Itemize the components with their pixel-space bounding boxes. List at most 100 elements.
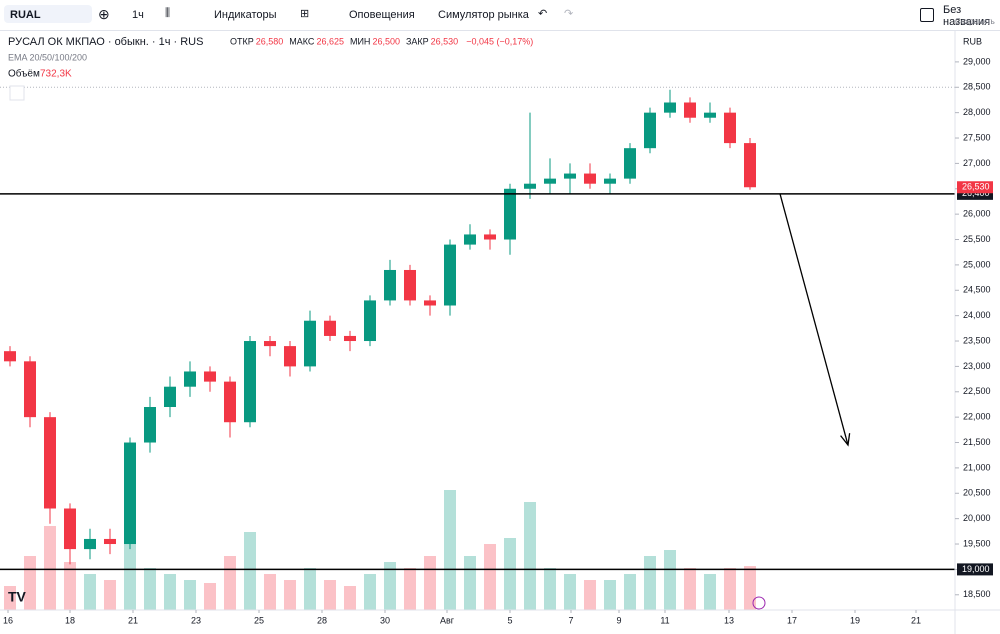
candle-body: [664, 102, 676, 113]
volume-bar: [584, 580, 596, 610]
candle-body: [524, 183, 536, 189]
volume-bar: [384, 562, 396, 610]
volume-value: 732,3K: [40, 69, 72, 80]
collapse-button[interactable]: [9, 85, 25, 101]
volume-bar: [344, 586, 356, 610]
layout-name[interactable]: Без названия: [943, 4, 991, 28]
symbol-box[interactable]: [4, 5, 92, 23]
price-axis: [955, 31, 1000, 634]
y-tick-label: 26,000: [963, 209, 991, 219]
candle-body: [344, 335, 356, 342]
x-tick-label: 17: [787, 615, 797, 625]
volume-bar: [604, 580, 616, 610]
symbol[interactable]: RUAL: [10, 9, 41, 21]
y-tick-label: 28,000: [963, 107, 991, 117]
volume-bar: [104, 580, 116, 610]
add-symbol[interactable]: ⊕: [98, 6, 110, 22]
templates[interactable]: ⊞: [300, 8, 310, 20]
volume-bar: [684, 568, 696, 610]
candle-body: [284, 346, 296, 367]
redo[interactable]: ↷: [564, 8, 574, 20]
candle-body: [224, 381, 236, 423]
x-tick-label: 9: [616, 615, 621, 625]
candle-body: [684, 102, 696, 118]
ohlc-label: ОТКР: [230, 36, 254, 46]
x-tick-label: Авг: [440, 615, 455, 625]
last-price-bg: [957, 181, 993, 194]
volume-label: Объём: [8, 68, 40, 80]
ohlc-value: −0,045 (−0,17%): [466, 36, 533, 46]
x-tick-label: 30: [380, 615, 390, 625]
candle-body: [264, 341, 276, 347]
ohlc-value: 26,625: [316, 36, 344, 46]
chart-type[interactable]: ⫼: [165, 7, 171, 19]
x-tick-label: 25: [254, 615, 264, 625]
x-tick-label: 23: [191, 615, 201, 625]
last-price-label: 26,530: [962, 182, 990, 192]
candle-body: [124, 442, 136, 545]
volume-bar: [744, 566, 756, 610]
y-tick-label: 24,500: [963, 285, 991, 295]
indicator: EMA 20/50/100/200: [8, 52, 87, 62]
volume-bar: [164, 574, 176, 610]
y-tick-label: 25,500: [963, 234, 991, 244]
x-tick-label: 21: [911, 615, 921, 625]
candle-body: [644, 112, 656, 149]
y-tick-label: 20,000: [963, 513, 991, 523]
event-icon[interactable]: [752, 596, 766, 610]
indicators[interactable]: Индикаторы: [214, 9, 277, 21]
x-tick-label: 28: [317, 615, 327, 625]
volume-bar: [404, 568, 416, 610]
arrow-line: [779, 193, 849, 446]
alerts[interactable]: Оповещения: [349, 9, 415, 21]
candle-body: [724, 112, 736, 144]
volume-bar: [84, 574, 96, 610]
x-tick-label: 13: [724, 615, 734, 625]
interval[interactable]: 1ч: [132, 9, 144, 21]
volume-bar: [444, 490, 456, 610]
candle-body: [104, 538, 116, 545]
ohlc-value: 26,500: [372, 36, 400, 46]
candle-body: [204, 371, 216, 382]
volume-bar: [224, 556, 236, 610]
candle-body: [24, 361, 36, 418]
price-label-bg: [957, 563, 993, 576]
ohlc-label: МАКС: [289, 36, 315, 46]
volume-bar: [484, 544, 496, 610]
volume-bar: [204, 583, 216, 610]
undo[interactable]: ↶: [538, 8, 548, 20]
ohlc-label: ЗАКР: [406, 36, 429, 46]
replay[interactable]: Симулятор рынка: [438, 9, 529, 21]
y-tick-label: 21,000: [963, 462, 991, 472]
chart-title: РУСАЛ ОК МКПАО · обыкн. · 1ч · RUS: [8, 36, 203, 48]
candle-body: [584, 173, 596, 184]
x-tick-label: 19: [850, 615, 860, 625]
y-tick-label: 22,500: [963, 386, 991, 396]
checkbox[interactable]: [920, 8, 934, 22]
candle-body: [464, 234, 476, 245]
arrow-head: [840, 433, 851, 447]
candle-body: [444, 244, 456, 306]
save[interactable]: Сохранить: [955, 17, 995, 26]
candle-body: [564, 173, 576, 179]
volume-bar: [364, 574, 376, 610]
y-tick-label: 24,000: [963, 310, 991, 320]
x-tick-label: 7: [568, 615, 573, 625]
y-tick-label: 21,500: [963, 437, 991, 447]
candle-body: [4, 351, 16, 362]
volume-bar: [504, 538, 516, 610]
volume-bar: [724, 568, 736, 610]
volume-bar: [64, 562, 76, 610]
y-tick-label: 28,500: [963, 82, 991, 92]
y-tick-label: 18,500: [963, 589, 991, 599]
x-tick-label: 21: [128, 615, 138, 625]
volume-bar: [464, 556, 476, 610]
volume-bar: [424, 556, 436, 610]
volume-bar: [144, 568, 156, 610]
candle-body: [704, 112, 716, 118]
y-tick-label: 23,000: [963, 361, 991, 371]
volume-bar: [564, 574, 576, 610]
plot: [0, 86, 955, 610]
y-tick-label: 20,500: [963, 488, 991, 498]
